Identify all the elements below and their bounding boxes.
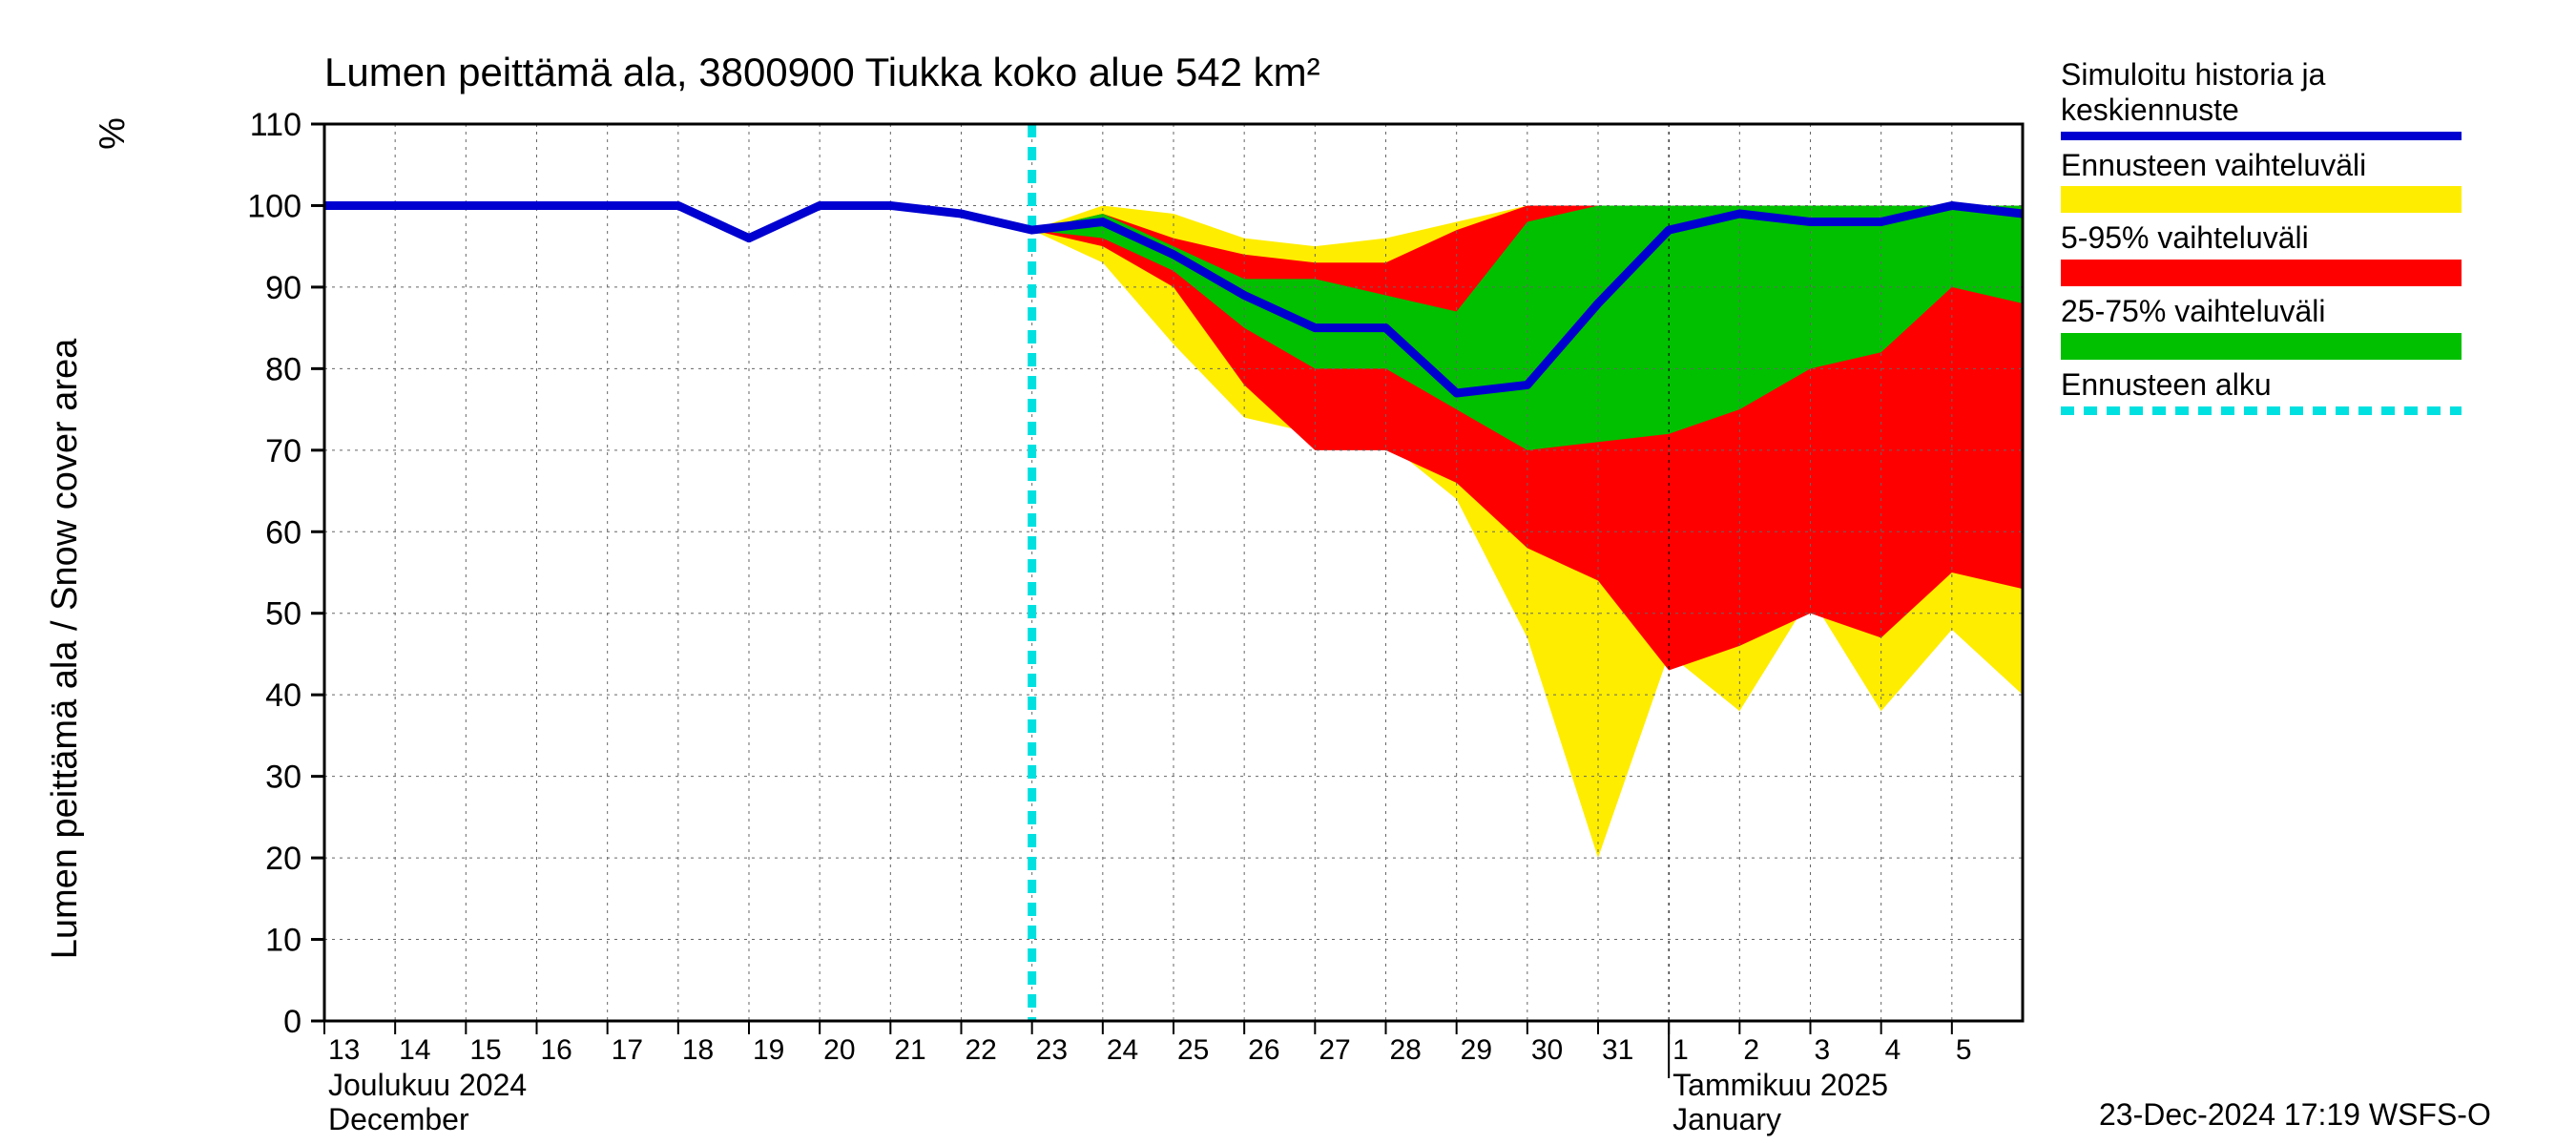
xtick-label: 27 [1319,1034,1350,1066]
xtick-label: 17 [612,1034,643,1066]
legend-swatch [2061,333,2462,360]
xtick-label: 26 [1248,1034,1279,1066]
xtick-label: 22 [966,1034,997,1066]
month-label: December [328,1102,469,1136]
legend-swatch [2061,132,2462,140]
xtick-label: 19 [753,1034,784,1066]
footer-timestamp: 23-Dec-2024 17:19 WSFS-O [2099,1097,2491,1133]
legend-label: 25-75% vaihteluväli [2061,294,2462,329]
xtick-label: 21 [894,1034,925,1066]
ytick-label: 20 [265,841,301,877]
ytick-label: 100 [247,188,301,224]
ytick-label: 40 [265,677,301,714]
xtick-label: 4 [1885,1034,1901,1066]
xtick-label: 14 [399,1034,430,1066]
xtick-label: 1 [1672,1034,1689,1066]
y-axis-label: Lumen peittämä ala / Snow cover area [45,338,85,959]
ytick-label: 50 [265,596,301,633]
xtick-label: 3 [1815,1034,1831,1066]
legend-item: Ennusteen alku [2061,367,2462,415]
legend-label: Ennusteen vaihteluväli [2061,148,2462,183]
xtick-label: 18 [682,1034,714,1066]
legend-swatch [2061,260,2462,286]
ytick-label: 110 [250,107,301,143]
xtick-label: 5 [1956,1034,1972,1066]
month-label: Joulukuu 2024 [328,1068,527,1102]
ytick-label: 70 [265,433,301,469]
legend-item: 25-75% vaihteluväli [2061,294,2462,360]
chart-title: Lumen peittämä ala, 3800900 Tiukka koko … [324,50,1320,94]
y-unit-label: % [93,117,133,150]
xtick-label: 16 [541,1034,572,1066]
legend-item: Simuloitu historia ja keskiennuste [2061,57,2462,140]
legend-label: Simuloitu historia ja keskiennuste [2061,57,2462,128]
legend: Simuloitu historia ja keskiennuste Ennust… [2061,57,2462,423]
xtick-label: 30 [1531,1034,1563,1066]
month-label: January [1672,1102,1781,1136]
ytick-label: 10 [265,923,301,959]
xtick-label: 25 [1177,1034,1209,1066]
xtick-label: 28 [1390,1034,1422,1066]
xtick-label: 2 [1743,1034,1759,1066]
ytick-label: 80 [265,351,301,387]
legend-swatch [2061,406,2462,415]
month-label: Tammikuu 2025 [1672,1068,1888,1102]
legend-swatch [2061,186,2462,213]
legend-label: 5-95% vaihteluväli [2061,220,2462,256]
xtick-label: 29 [1461,1034,1492,1066]
xtick-label: 24 [1107,1034,1138,1066]
ytick-label: 30 [265,760,301,796]
ytick-label: 0 [283,1004,301,1040]
chart-stage: 0102030405060708090100110131415161718192… [0,0,2576,1145]
ytick-label: 60 [265,514,301,551]
xtick-label: 13 [328,1034,360,1066]
xtick-label: 20 [823,1034,855,1066]
legend-item: Ennusteen vaihteluväli [2061,148,2462,214]
ytick-label: 90 [265,270,301,306]
legend-item: 5-95% vaihteluväli [2061,220,2462,286]
xtick-label: 23 [1036,1034,1068,1066]
xtick-label: 15 [469,1034,501,1066]
xtick-label: 31 [1602,1034,1633,1066]
legend-label: Ennusteen alku [2061,367,2462,403]
